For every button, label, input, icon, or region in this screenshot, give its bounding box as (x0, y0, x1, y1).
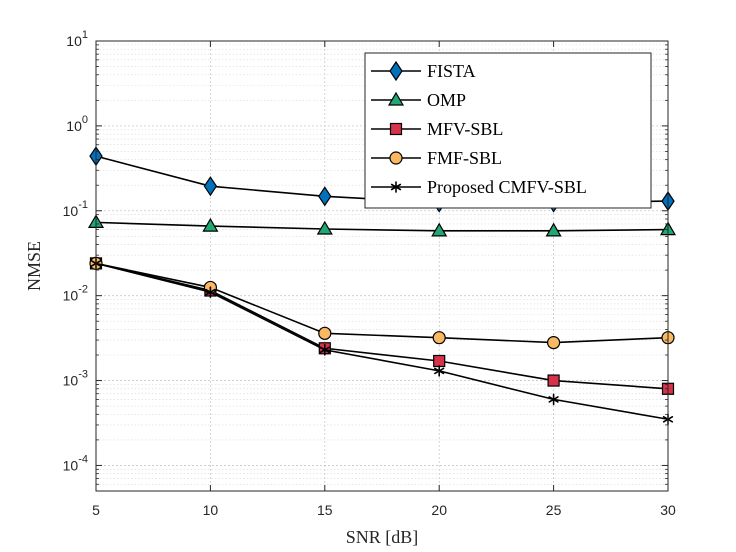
x-tick-label: 10 (203, 502, 219, 518)
legend-label: MFV-SBL (427, 119, 503, 139)
data-point-omp (545, 222, 562, 237)
y-axis-title: NMSE (24, 241, 44, 291)
y-tick-label: 10-4 (63, 453, 88, 473)
y-tick-label: 10-3 (63, 369, 88, 389)
data-point-omp (316, 220, 333, 235)
data-point-fmf-sbl (318, 326, 332, 340)
data-point-fista (203, 176, 218, 197)
data-point-proposed-cmfv-sbl (205, 286, 216, 298)
legend-box (364, 52, 652, 209)
legend-marker (390, 181, 402, 193)
x-axis-title: SNR [dB] (346, 527, 419, 547)
legend-label: FISTA (427, 61, 476, 81)
x-tick-label: 30 (660, 502, 676, 518)
x-tick-labels: 5 10 15 20 25 30 (92, 502, 676, 518)
x-tick-label: 15 (317, 502, 333, 518)
series-line-mfv-sbl (95, 262, 669, 390)
data-point-omp (431, 222, 448, 237)
data-point-proposed-cmfv-sbl (548, 393, 559, 406)
series-line-fmf-sbl (95, 262, 669, 344)
legend-item-fmf-sbl: FMF-SBL (371, 148, 502, 168)
data-point-mfv-sbl (433, 354, 446, 368)
data-point-mfv-sbl (547, 374, 560, 387)
legend: FISTA OMP MFV-SBL FMF-SBL Proposed CMFV-SBL (364, 52, 652, 209)
legend-item-fista: FISTA (371, 60, 476, 82)
series-proposed-cmfv-sbl (90, 257, 674, 426)
legend-item-mfv-sbl: MFV-SBL (371, 119, 503, 139)
axis-ticks (95, 40, 669, 491)
series-omp (87, 214, 677, 237)
legend-item-proposed-cmfv-sbl: Proposed CMFV-SBL (371, 177, 587, 197)
legend-marker (389, 60, 403, 82)
x-tick-label: 20 (431, 502, 447, 518)
data-point-proposed-cmfv-sbl (434, 365, 445, 377)
data-point-omp (202, 217, 219, 232)
legend-item-omp: OMP (371, 90, 466, 110)
data-point-fista (318, 186, 332, 207)
y-tick-label: 101 (66, 29, 88, 49)
legend-label: FMF-SBL (427, 148, 502, 168)
series-line-omp (95, 221, 669, 232)
legend-marker (389, 122, 403, 136)
legend-marker (389, 151, 403, 165)
legend-marker (387, 91, 405, 106)
plot-border (95, 40, 669, 492)
y-tick-label: 100 (66, 114, 88, 134)
y-tick-labels: 10-4 10-3 10-2 10-1 100 101 (63, 29, 88, 473)
legend-label: Proposed CMFV-SBL (427, 177, 587, 197)
y-tick-label: 10-1 (63, 199, 88, 219)
data-point-fmf-sbl (432, 331, 446, 345)
legend-label: OMP (427, 90, 466, 110)
data-point-proposed-cmfv-sbl (319, 344, 330, 356)
data-point-fmf-sbl (546, 335, 561, 350)
x-tick-label: 5 (92, 502, 100, 518)
y-tick-label: 10-2 (63, 284, 88, 304)
x-tick-label: 25 (546, 502, 562, 518)
series-line-proposed-cmfv-sbl (95, 262, 669, 421)
